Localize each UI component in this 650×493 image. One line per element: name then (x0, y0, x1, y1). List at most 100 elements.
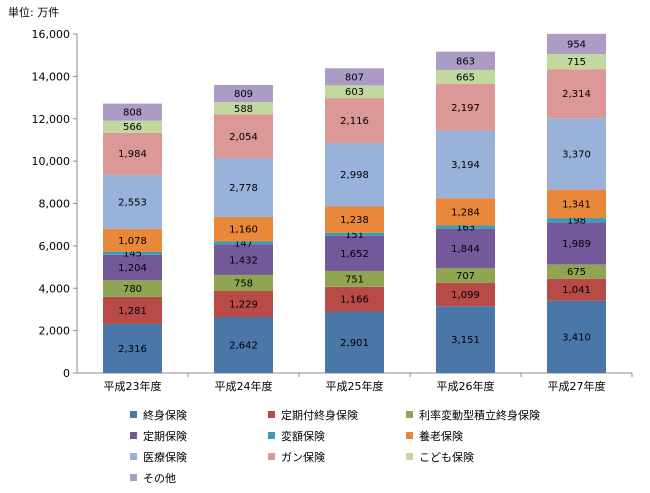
bar-segment (103, 323, 162, 373)
bar-segment (547, 218, 606, 223)
data-label: 2,998 (340, 170, 369, 181)
bar-segment (214, 158, 273, 217)
bar-segment (547, 54, 606, 70)
x-tick-label: 平成23年度 (104, 379, 162, 393)
legend-swatch (268, 432, 275, 439)
legend-swatch (268, 411, 275, 418)
bar-segment (547, 69, 606, 119)
y-tick-label: 2,000 (39, 325, 71, 338)
legend-swatch (406, 432, 413, 439)
bar-segment (325, 85, 384, 99)
data-label: 954 (567, 39, 586, 50)
bar-segment (103, 280, 162, 297)
legend-row: その他 (130, 467, 580, 488)
data-label: 1,284 (451, 207, 480, 218)
legend-item-medical: 医療保険 (130, 449, 268, 465)
legend-label: 養老保険 (419, 429, 463, 443)
legend-swatch (406, 453, 413, 460)
data-label: 163 (456, 223, 475, 234)
y-tick-label: 0 (63, 367, 70, 380)
data-label: 198 (567, 216, 586, 227)
data-label: 2,316 (118, 344, 147, 355)
data-label: 780 (123, 284, 142, 295)
legend-swatch (268, 453, 275, 460)
bar-segment (325, 98, 384, 143)
legend-row: 終身保険 定期付終身保険 利率変動型積立終身保険 (130, 404, 580, 425)
data-label: 151 (345, 230, 364, 241)
legend-label: 利率変動型積立終身保険 (419, 408, 540, 422)
data-label: 3,370 (562, 149, 591, 160)
data-label: 1,281 (118, 306, 147, 317)
legend-label: 定期保険 (143, 429, 187, 443)
data-label: 1,229 (229, 300, 258, 311)
legend-item-variable-rate-whole-life: 利率変動型積立終身保険 (406, 407, 576, 423)
bar-segment (436, 84, 495, 131)
bar-segment (214, 216, 273, 242)
y-tick-label: 8,000 (39, 198, 71, 211)
data-label: 2,553 (118, 197, 147, 208)
unit-label: 単位: 万件 (8, 6, 60, 19)
bar-segment (103, 296, 162, 324)
bar-segment (325, 311, 384, 373)
bar-segment (547, 118, 606, 190)
bar-segment (436, 130, 495, 199)
data-label: 3,151 (451, 335, 480, 346)
data-label: 808 (123, 108, 142, 119)
bar-segment (325, 206, 384, 233)
legend-swatch (130, 411, 137, 418)
bar-segment (547, 264, 606, 279)
bar-segment (436, 198, 495, 226)
data-label: 1,160 (229, 225, 258, 236)
data-label: 809 (234, 89, 253, 100)
bar-segment (547, 33, 606, 55)
data-label: 1,041 (562, 285, 591, 296)
legend-label: 終身保険 (143, 408, 187, 422)
bar-segment (436, 282, 495, 307)
legend-swatch (130, 474, 137, 481)
y-tick-label: 4,000 (39, 282, 71, 295)
x-tick-label: 平成24年度 (215, 379, 273, 393)
data-label: 1,844 (451, 244, 480, 255)
bar-segment (547, 300, 606, 373)
x-tick-label: 平成25年度 (326, 379, 384, 393)
data-label: 758 (234, 278, 253, 289)
legend-swatch (130, 453, 137, 460)
legend-row: 医療保険 ガン保険 こども保険 (130, 446, 580, 467)
bar-segment (325, 270, 384, 287)
y-tick-label: 14,000 (32, 70, 71, 83)
legend-item-term: 定期保険 (130, 428, 268, 444)
bar-segment (103, 254, 162, 281)
data-label: 715 (567, 57, 586, 68)
bar-segment (436, 51, 495, 70)
data-label: 707 (456, 271, 475, 282)
legend-label: ガン保険 (281, 450, 325, 464)
legend-label: 医療保険 (143, 450, 187, 464)
data-label: 807 (345, 72, 364, 83)
data-label: 2,901 (340, 338, 369, 349)
data-label: 145 (123, 249, 142, 260)
bar-segment (103, 120, 162, 133)
data-label: 2,642 (229, 341, 258, 352)
legend-item-endowment: 養老保険 (406, 428, 544, 444)
bar-segment (436, 225, 495, 229)
x-tick-label: 平成26年度 (437, 379, 495, 393)
bar-segment (103, 174, 162, 229)
data-label: 2,054 (229, 132, 258, 143)
bar-segment (214, 102, 273, 115)
bar-segment (103, 251, 162, 255)
legend-swatch (406, 411, 413, 418)
bar-segment (103, 228, 162, 252)
legend-swatch (130, 432, 137, 439)
data-label: 675 (567, 267, 586, 278)
data-label: 1,341 (562, 199, 591, 210)
data-label: 588 (234, 104, 253, 115)
data-label: 2,778 (229, 183, 258, 194)
y-tick-label: 16,000 (32, 28, 71, 41)
legend-item-variable: 変額保険 (268, 428, 406, 444)
data-label: 2,116 (340, 116, 369, 127)
stacked-bar-chart: 0 2,000 4,000 6,000 8,000 10,000 12,000 14,000 1… (32, 28, 633, 393)
legend-item-term-rider-whole-life: 定期付終身保険 (268, 407, 406, 423)
bar-segment (547, 278, 606, 301)
data-label: 1,989 (562, 239, 591, 250)
y-tick-label: 6,000 (39, 240, 71, 253)
